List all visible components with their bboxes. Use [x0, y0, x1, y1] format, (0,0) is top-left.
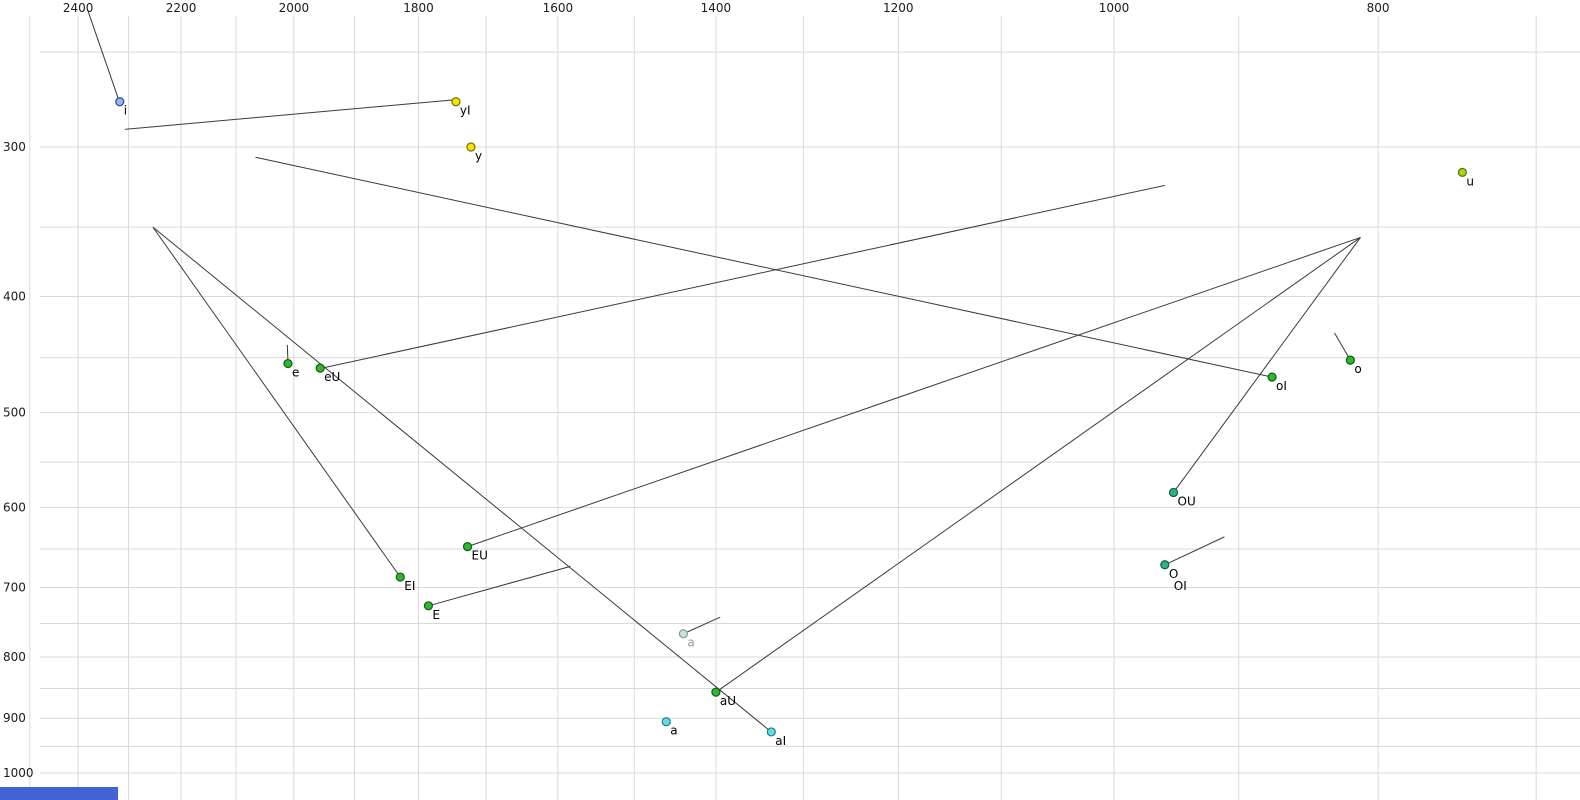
y-tick-500: 500 [3, 406, 26, 420]
x-tick-2200: 2200 [166, 1, 197, 15]
point-label-O-9: O [1169, 567, 1178, 581]
point-label-aI-16: aI [775, 734, 786, 748]
segment-O-tail [1164, 536, 1225, 566]
y-tick-700: 700 [3, 581, 26, 595]
point-label-EI-11: EI [404, 579, 415, 593]
point-label-OU-8: OU [1178, 494, 1196, 508]
data-point-u-3 [1457, 167, 1467, 177]
data-point-OU-8 [1168, 487, 1179, 498]
data-point-E-12 [423, 601, 434, 611]
data-point-o-6 [1345, 355, 1355, 365]
point-label-a-13: a [687, 636, 694, 650]
data-point-a-13 [678, 629, 688, 639]
segment-aI-to-i [152, 226, 772, 733]
point-label-oI-7: oI [1276, 379, 1287, 393]
x-tick-1400: 1400 [701, 1, 732, 15]
data-point-EU-10 [462, 542, 473, 552]
y-tick-800: 800 [3, 650, 26, 664]
segment-oI-to-i [255, 156, 1273, 378]
point-label-e-4: e [292, 366, 299, 380]
data-point-oI-7 [1267, 372, 1277, 382]
data-point-yI-1 [451, 97, 461, 107]
segment-i-tail [87, 10, 120, 100]
y-tick-900: 900 [3, 711, 26, 725]
point-label-o-6: o [1354, 362, 1361, 376]
x-tick-2000: 2000 [279, 1, 310, 15]
segment-EU-to-u [467, 236, 1361, 548]
data-point-a-15 [661, 717, 671, 727]
point-label-y-2: y [475, 149, 482, 163]
segment-o-tail [1334, 332, 1351, 361]
point-label-a-15: a [670, 724, 677, 738]
segment-OU-to-u [1173, 237, 1361, 493]
point-label-i-0: i [124, 104, 127, 118]
point-label-yI-1: yI [460, 104, 471, 118]
segment-a-weak-tail [683, 616, 721, 635]
point-label-E-12: E [432, 608, 440, 622]
y-tick-300: 300 [3, 140, 26, 154]
data-point-e-4 [283, 358, 293, 369]
segment-aU-to-u [715, 237, 1361, 693]
data-point-aI-16 [766, 727, 776, 737]
x-tick-2400: 2400 [63, 1, 94, 15]
segment-eU-to-u [321, 184, 1165, 369]
data-point-O-9 [1160, 560, 1170, 570]
extra-label-OI: OI [1174, 579, 1187, 593]
x-tick-1600: 1600 [543, 1, 574, 15]
x-tick-1200: 1200 [883, 1, 914, 15]
data-point-EI-11 [395, 572, 405, 582]
point-label-u-3: u [1466, 174, 1474, 188]
data-point-aU-14 [711, 687, 721, 697]
x-tick-800: 800 [1367, 1, 1390, 15]
point-label-aU-14: aU [720, 694, 736, 708]
data-point-i-0 [115, 97, 125, 107]
x-tick-1800: 1800 [403, 1, 434, 15]
data-point-eU-5 [315, 363, 325, 373]
bottom-left-highlight [0, 787, 118, 800]
segment-E-tail [428, 565, 571, 607]
point-label-eU-5: eU [324, 370, 340, 384]
segment-EI-to-i [152, 226, 401, 578]
x-tick-1000: 1000 [1099, 1, 1130, 15]
y-tick-600: 600 [3, 500, 26, 514]
y-tick-1000: 1000 [3, 766, 34, 780]
y-tick-400: 400 [3, 290, 26, 304]
data-point-y-2 [466, 142, 476, 152]
point-label-EU-10: EU [472, 549, 488, 563]
segment-yI-to-i [124, 99, 454, 130]
